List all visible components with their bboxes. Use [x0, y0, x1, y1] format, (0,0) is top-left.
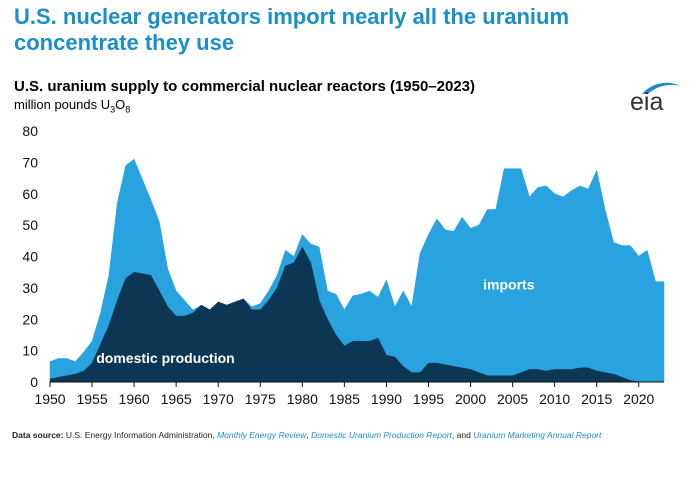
y-tick-label-10: 10: [22, 343, 38, 359]
y-tick-label-50: 50: [22, 217, 38, 233]
chart-plot: 0 10 20 30 40 50 60 70 80 1950 1955 1960 1965 1970 197…: [22, 123, 665, 407]
x-tick-label-2010: 2010: [539, 391, 570, 407]
x-tick-label-1950: 1950: [34, 391, 65, 407]
y-tick-label-70: 70: [22, 154, 38, 170]
x-tick-label-1960: 1960: [119, 391, 150, 407]
x-tick-label-1975: 1975: [245, 391, 276, 407]
y-tick-label-40: 40: [22, 249, 38, 265]
source-text: U.S. Energy Information Administration,: [65, 430, 215, 440]
y-tick-label-30: 30: [22, 280, 38, 296]
x-tick-label-1980: 1980: [287, 391, 318, 407]
x-tick-label-1985: 1985: [329, 391, 360, 407]
chart-title: U.S. uranium supply to commercial nuclea…: [14, 78, 476, 95]
x-tick-label-1990: 1990: [371, 391, 402, 407]
unit-mid: O: [115, 97, 126, 112]
unit-sub-3: 3: [110, 104, 116, 115]
y-axis-unit-label: million pounds U3O8: [14, 97, 130, 115]
x-tick-label-2015: 2015: [581, 391, 612, 407]
domestic-production-area: [49, 246, 664, 383]
x-tick-label-2020: 2020: [623, 391, 654, 407]
x-tick-label-1970: 1970: [203, 391, 234, 407]
y-tick-label-20: 20: [22, 311, 38, 327]
x-tick-label-1955: 1955: [76, 391, 107, 407]
data-source-note: Data source: U.S. Energy Information Adm…: [12, 430, 692, 441]
source-ref-mer[interactable]: Monthly Energy Review: [217, 430, 307, 440]
x-tick-label-2005: 2005: [497, 391, 528, 407]
headline: U.S. nuclear generators import nearly al…: [14, 4, 570, 55]
source-label: Data source:: [12, 430, 64, 440]
eia-logo[interactable]: eia: [630, 80, 682, 116]
x-tick-label-2000: 2000: [455, 391, 486, 407]
x-tick-label-1965: 1965: [161, 391, 192, 407]
source-sep2: , and: [451, 430, 471, 440]
unit-sub-8: 8: [125, 104, 131, 115]
x-tick-label-1995: 1995: [413, 391, 444, 407]
source-ref-umar[interactable]: Uranium Marketing Annual Report: [473, 430, 602, 440]
eia-logo-text: eia: [630, 88, 664, 116]
y-tick-label-0: 0: [30, 374, 38, 390]
y-tick-label-60: 60: [22, 186, 38, 202]
unit-prefix: million pounds U: [14, 97, 111, 112]
eia-logo-swoosh-icon: [642, 82, 680, 94]
imports-label: imports: [483, 276, 535, 292]
source-sep1: ,: [306, 430, 309, 440]
source-ref-durp[interactable]: Domestic Uranium Production Report: [311, 430, 452, 440]
domestic-production-label: domestic production: [96, 350, 234, 366]
y-tick-label-80: 80: [22, 123, 38, 139]
